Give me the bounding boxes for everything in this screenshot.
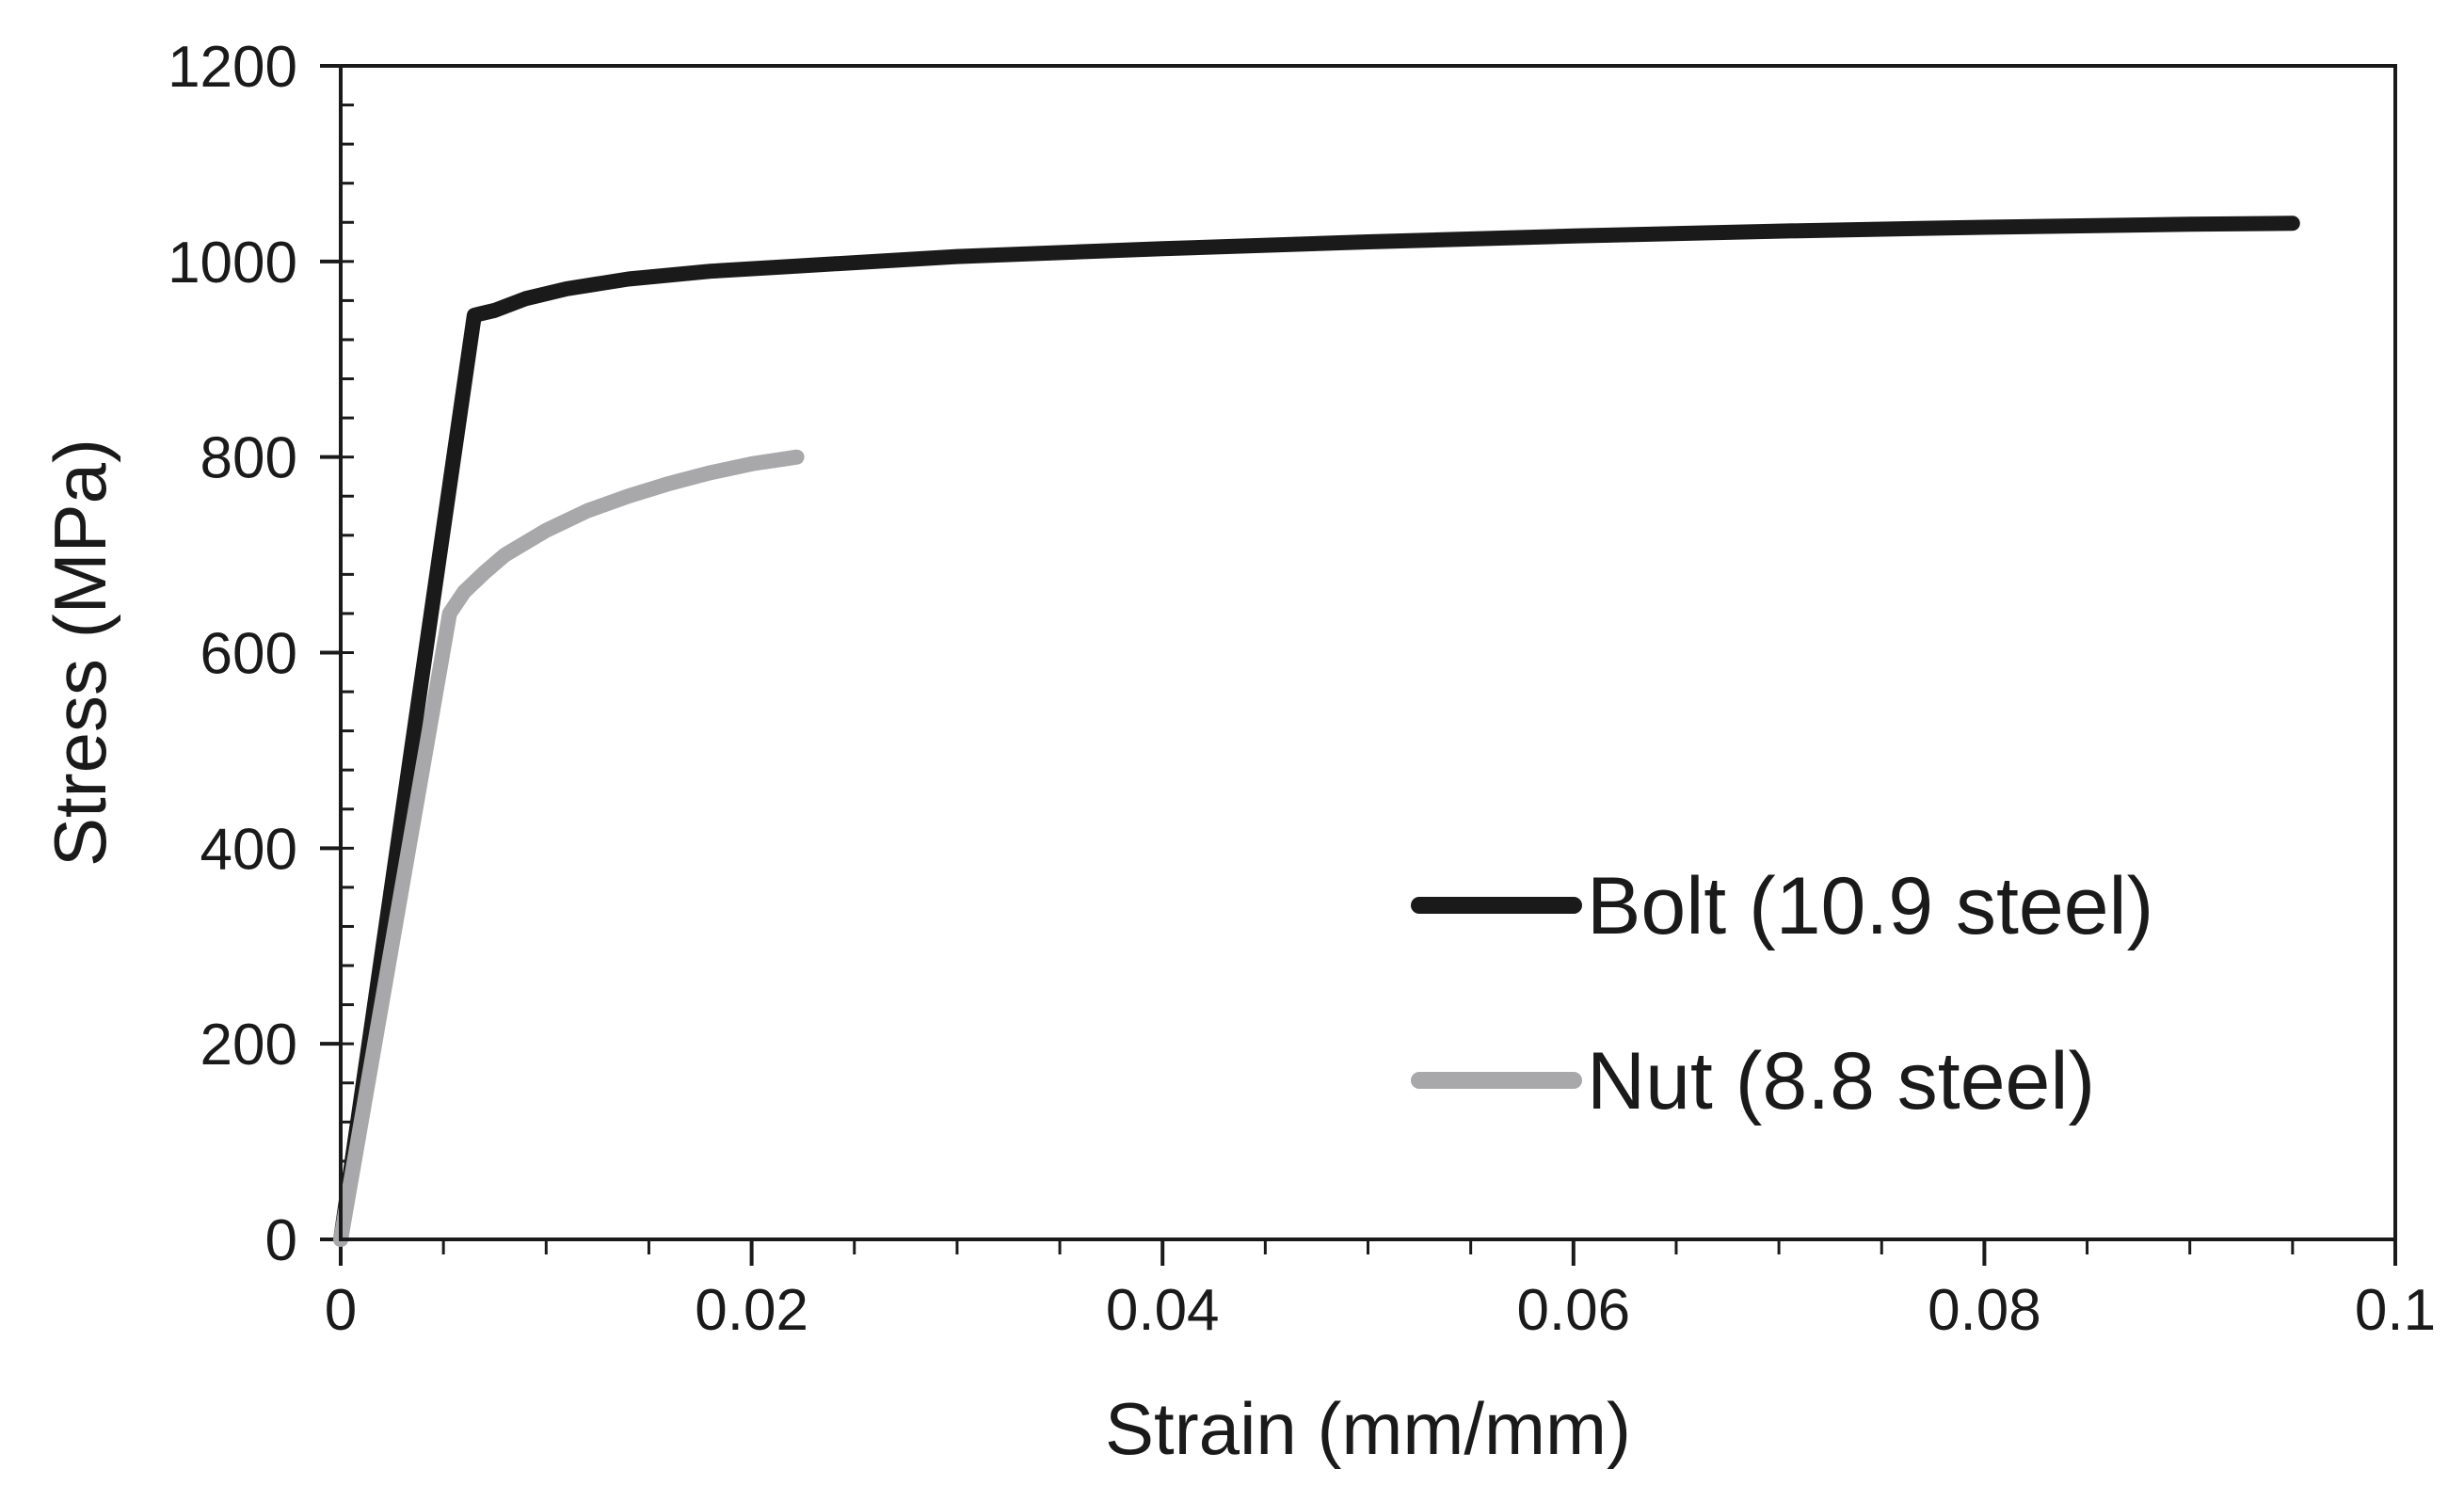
tick-labels: 0 0.02 0.04 0.06 0.08 0.1 0 200 400 600 800 1000 120…	[168, 35, 2436, 1343]
x-tick-label: 0.1	[2355, 1278, 2436, 1343]
x-tick-label: 0.06	[1516, 1278, 1630, 1343]
x-axis-title: Strain (mm/mm)	[1105, 1387, 1631, 1470]
y-tick-label: 1200	[168, 35, 297, 100]
y-tick-label: 1000	[168, 231, 297, 295]
y-tick-label: 600	[200, 622, 297, 687]
y-tick-label: 800	[200, 426, 297, 491]
x-tick-label: 0.04	[1106, 1278, 1220, 1343]
y-axis-title: Stress (MPa)	[39, 439, 121, 867]
y-tick-label: 0	[265, 1208, 297, 1273]
legend-label-bolt: Bolt (10.9 steel)	[1587, 861, 2153, 951]
y-tick-label: 200	[200, 1013, 297, 1078]
legend-label-nut: Nut (8.8 steel)	[1587, 1036, 2095, 1126]
plot-frame	[339, 64, 2397, 1241]
x-tick-label: 0.08	[1928, 1278, 2041, 1343]
series-line-bolt	[333, 216, 2300, 1247]
series-line-nut	[333, 449, 805, 1247]
series-lines	[333, 216, 2300, 1247]
x-tick-label: 0	[325, 1278, 357, 1343]
x-tick-label: 0.02	[695, 1278, 808, 1343]
legend: Bolt (10.9 steel) Nut (8.8 steel)	[1411, 861, 2153, 1126]
y-tick-label: 400	[200, 817, 297, 882]
